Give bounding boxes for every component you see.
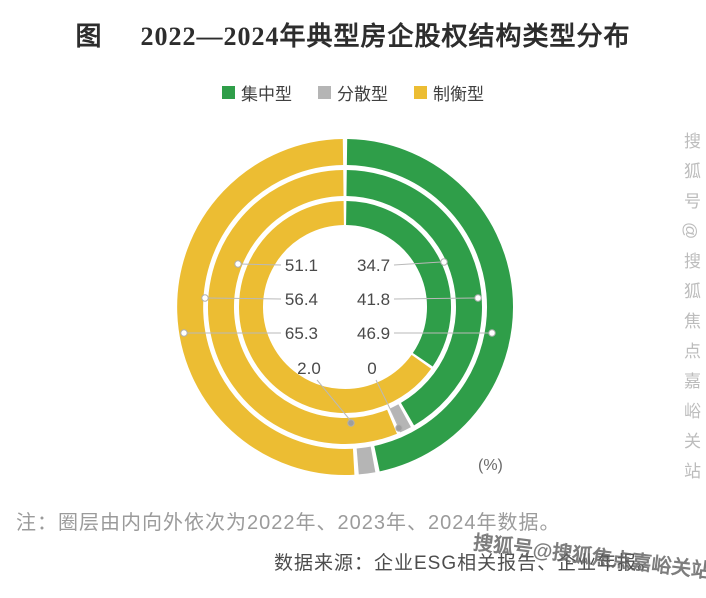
callout-line xyxy=(393,297,476,300)
chart-title-text: 2022—2024年典型房企股权结构类型分布 xyxy=(140,22,631,51)
callout-dot xyxy=(234,260,242,268)
legend-swatch-balanced xyxy=(414,86,427,99)
donut-segment-2024-分散型 xyxy=(356,446,376,475)
donut-segment-2024-制衡型 xyxy=(177,139,355,475)
callout-dot xyxy=(201,294,209,302)
legend-label-dispersed: 分散型 xyxy=(337,85,388,104)
legend: 集中型 分散型 制衡型 xyxy=(0,80,706,105)
callout-dot xyxy=(180,329,188,337)
callout-value: 46.9 xyxy=(357,324,390,343)
callout-dot xyxy=(347,419,355,427)
note-text: 注：圈层由内向外依次为2022年、2023年、2024年数据。 xyxy=(16,512,561,534)
callout-value: 65.3 xyxy=(285,324,318,343)
callout-line xyxy=(375,379,399,426)
callout-line xyxy=(206,297,282,300)
callout-value: 41.8 xyxy=(357,290,390,309)
callout-dot xyxy=(474,294,482,302)
callout-value: 51.1 xyxy=(285,256,318,275)
source-text: 数据来源：企业ESG相关报告、企业年报。 xyxy=(274,553,658,574)
callout-dot xyxy=(488,329,496,337)
chart-title-prefix: 图 xyxy=(75,22,103,51)
callout-line xyxy=(393,261,442,266)
chart-title: 图 2022—2024年典型房企股权结构类型分布 xyxy=(0,16,706,53)
legend-label-balanced: 制衡型 xyxy=(433,85,484,104)
watermark-vertical: 搜狐号@搜狐焦点嘉峪关站 xyxy=(681,132,700,493)
callout-dot xyxy=(395,424,403,432)
donut-segment-2023-制衡型 xyxy=(208,170,397,444)
donut-segment-2022-制衡型 xyxy=(239,201,432,413)
donut-segment-2022-集中型 xyxy=(345,201,451,367)
callout-value: 2.0 xyxy=(297,359,321,378)
legend-item-balanced: 制衡型 xyxy=(414,80,484,105)
donut-segment-2023-分散型 xyxy=(389,404,411,433)
legend-swatch-concentrated xyxy=(222,86,235,99)
unit-label: (%) xyxy=(478,457,503,474)
callout-value: 34.7 xyxy=(357,256,390,275)
legend-item-dispersed: 分散型 xyxy=(318,80,388,105)
legend-item-concentrated: 集中型 xyxy=(222,80,292,105)
legend-label-concentrated: 集中型 xyxy=(241,85,292,104)
callout-dot xyxy=(440,258,448,266)
legend-swatch-dispersed xyxy=(318,86,331,99)
donut-segment-2024-集中型 xyxy=(346,139,513,472)
callout-line xyxy=(239,263,282,266)
callout-value: 56.4 xyxy=(285,290,318,309)
callout-value: 0 xyxy=(367,359,376,378)
donut-chart: 51.1 56.4 65.3 2.0 34.7 41.8 46.9 0 xyxy=(177,139,513,475)
callout-line xyxy=(316,379,351,421)
donut-segment-2023-集中型 xyxy=(346,170,482,426)
